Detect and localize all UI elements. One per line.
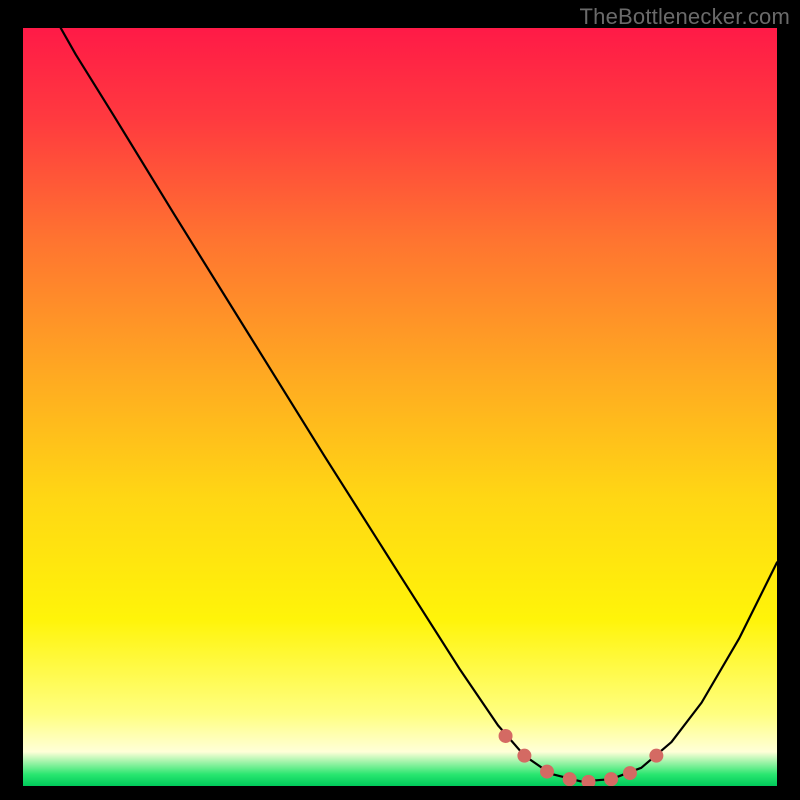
- plot-frame: [23, 28, 777, 786]
- gradient-background: [23, 28, 777, 786]
- chart-container: TheBottlenecker.com: [0, 0, 800, 800]
- attribution-text: TheBottlenecker.com: [580, 4, 790, 30]
